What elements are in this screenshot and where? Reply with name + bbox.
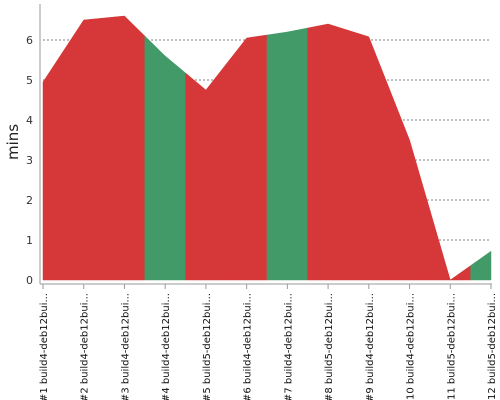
x-tick-label-7: #7 build4-deb12bui... [283,293,294,400]
y-tick-label-6: 6 [26,34,33,47]
area-segment-build-6 [226,34,268,281]
area-segment-build-4 [144,35,186,281]
x-tick-label-3: #3 build4-deb12bui... [120,293,131,400]
duration-area [42,15,492,281]
y-tick-label-5: 5 [26,74,33,87]
x-tick-label-6: #6 build4-deb12bui... [243,293,254,400]
x-tick-label-11: #11 build5-deb12bui... [446,293,457,400]
x-tick-label-12: #12 build5-deb12bui... [487,293,498,400]
y-tick-label-4: 4 [26,114,33,127]
area-segment-build-7 [266,27,308,281]
area-segment-build-12 [470,250,492,281]
area-segment-build-2 [63,17,105,281]
x-tick-label-10: #10 build4-deb12bui... [406,293,417,400]
y-tick-label-1: 1 [26,234,33,247]
area-segment-build-8 [307,23,349,281]
x-tick-label-4: #4 build4-deb12bui... [161,293,172,400]
x-tick-label-5: #5 build5-deb12bui... [202,293,213,400]
y-tick-label-3: 3 [26,154,33,167]
x-tick-label-2: #2 build4-deb12bui... [80,293,91,400]
area-segment-build-5 [185,63,227,281]
y-axis-label: mins [4,124,22,160]
x-axis-ticks: #1 build4-deb12bui... #2 build4-deb12bui.… [39,284,498,400]
area-segment-build-9 [348,30,390,281]
x-tick-label-1: #1 build4-deb12bui... [39,293,50,400]
x-tick-label-9: #9 build4-deb12bui... [365,293,376,400]
axes [39,4,492,285]
area-segment-build-3 [103,15,146,281]
area-segment-build-10 [388,88,431,281]
y-tick-label-2: 2 [26,194,33,207]
area-segment-build-11 [429,209,471,281]
x-tick-label-8: #8 build5-deb12bui... [324,293,335,400]
y-tick-label-0: 0 [26,274,33,287]
y-axis-ticks: 0 1 2 3 4 5 6 [26,34,33,287]
area-segment-build-1 [42,50,64,281]
